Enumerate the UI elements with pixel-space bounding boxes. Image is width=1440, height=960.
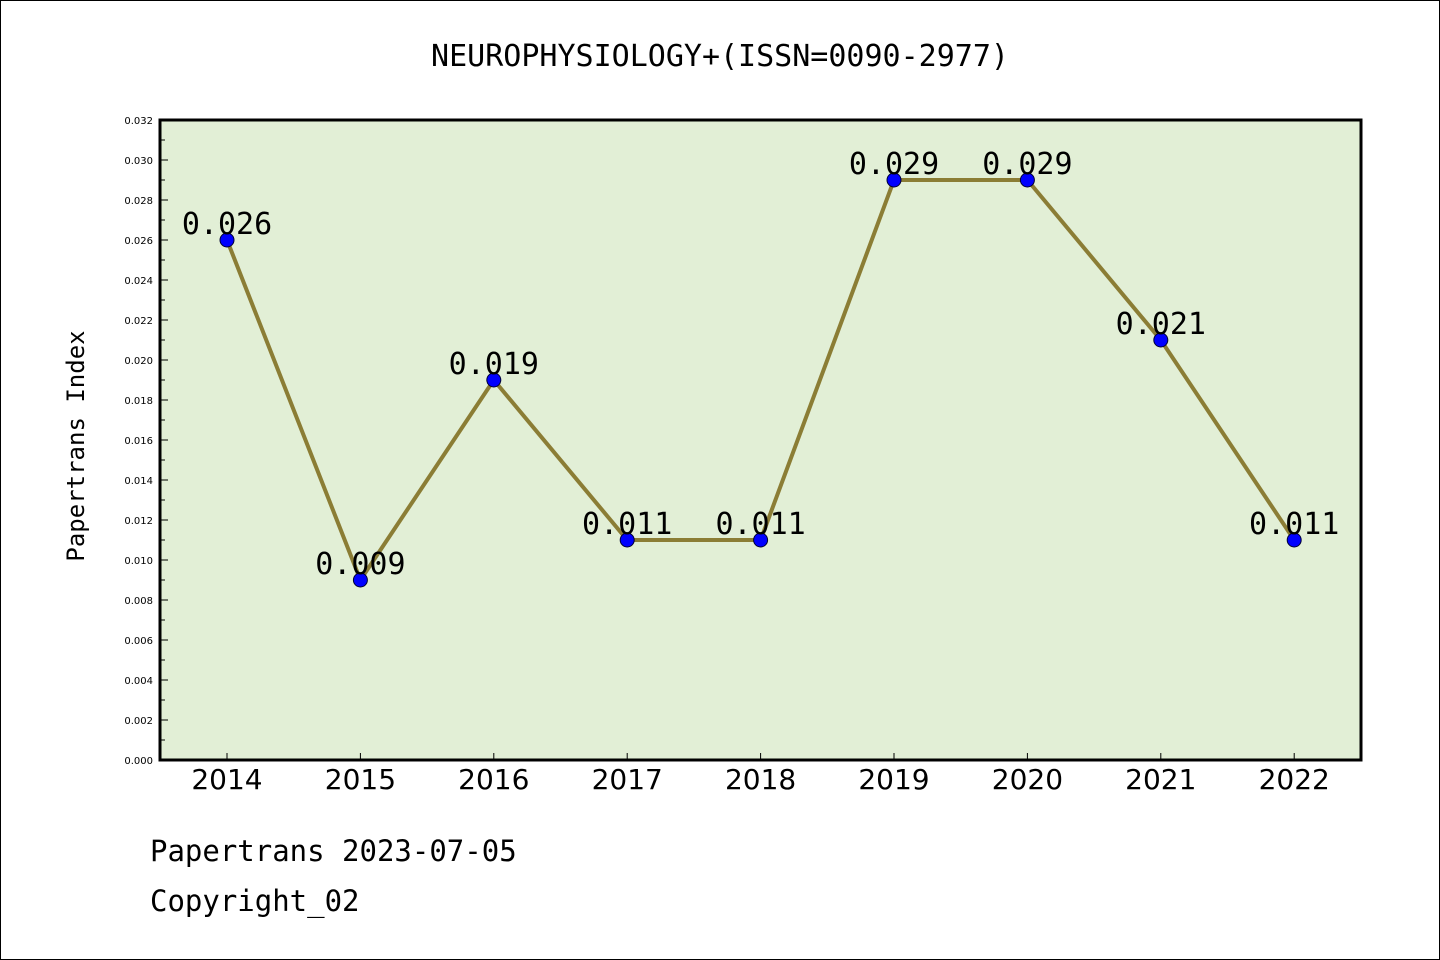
x-axis: 2014 2015 2016 2017 2018 2019 2020 2021 2022 (191, 753, 1330, 796)
y-tick-label: 0.002 (124, 716, 153, 727)
y-tick-label: 0.006 (124, 636, 153, 647)
data-point (1019, 172, 1035, 188)
y-tick-label: 0.018 (124, 396, 153, 407)
data-point (486, 372, 502, 388)
series-line-group (219, 172, 1302, 588)
x-tick-label: 2022 (1259, 763, 1330, 796)
data-label: 0.011 (1249, 507, 1339, 542)
data-label: 0.009 (315, 547, 405, 582)
chart-title: NEUROPHYSIOLOGY+(ISSN=0090-2977) (431, 39, 1009, 74)
data-label: 0.011 (582, 507, 672, 542)
x-tick-label: 2017 (592, 763, 663, 796)
data-point (352, 572, 368, 588)
data-label: 0.026 (182, 207, 272, 242)
y-axis-label: Papertrans Index (62, 330, 90, 561)
x-tick-label: 2016 (458, 763, 529, 796)
y-axis: 0.000 0.002 0.004 0.006 0.008 0.010 0.012 0.014… (124, 116, 168, 767)
y-tick-label: 0.004 (124, 676, 153, 687)
data-point (1153, 332, 1169, 348)
data-label: 0.011 (715, 507, 805, 542)
data-point (753, 532, 769, 548)
x-tick-label: 2021 (1125, 763, 1196, 796)
y-tick-label: 0.026 (124, 236, 153, 247)
y-tick-label: 0.000 (124, 756, 153, 767)
y-tick-label: 0.022 (124, 316, 153, 327)
y-tick-label: 0.012 (124, 516, 153, 527)
data-label: 0.019 (449, 347, 539, 382)
footer-date: Papertrans 2023-07-05 (150, 834, 517, 868)
y-tick-label: 0.030 (124, 156, 153, 167)
footer-copyright: Copyright_02 (150, 884, 360, 918)
data-labels: 0.026 0.009 0.019 0.011 0.011 0.029 0.029 0.021… (182, 147, 1340, 582)
y-tick-label: 0.032 (124, 116, 153, 127)
y-tick-label: 0.010 (124, 556, 153, 567)
plot-border (158, 118, 1363, 762)
data-label: 0.029 (982, 147, 1072, 182)
data-label: 0.021 (1116, 307, 1206, 342)
x-tick-label: 2015 (325, 763, 396, 796)
y-tick-label: 0.024 (124, 276, 153, 287)
x-tick-label: 2020 (992, 763, 1063, 796)
x-tick-label: 2014 (191, 763, 262, 796)
y-tick-label: 0.016 (124, 436, 153, 447)
y-tick-label: 0.014 (124, 476, 153, 487)
y-tick-label: 0.020 (124, 356, 153, 367)
x-tick-label: 2019 (858, 763, 929, 796)
data-point (619, 532, 635, 548)
y-tick-label: 0.008 (124, 596, 153, 607)
data-point (1286, 532, 1302, 548)
data-point (886, 172, 902, 188)
data-label: 0.029 (849, 147, 939, 182)
x-tick-label: 2018 (725, 763, 796, 796)
data-point (219, 232, 235, 248)
plot-area (160, 120, 1361, 760)
y-tick-label: 0.028 (124, 196, 153, 207)
